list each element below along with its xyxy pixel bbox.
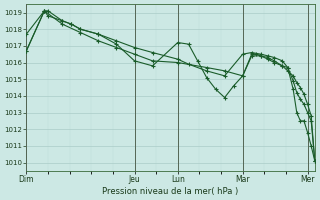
X-axis label: Pression niveau de la mer( hPa ): Pression niveau de la mer( hPa ) [102,187,239,196]
